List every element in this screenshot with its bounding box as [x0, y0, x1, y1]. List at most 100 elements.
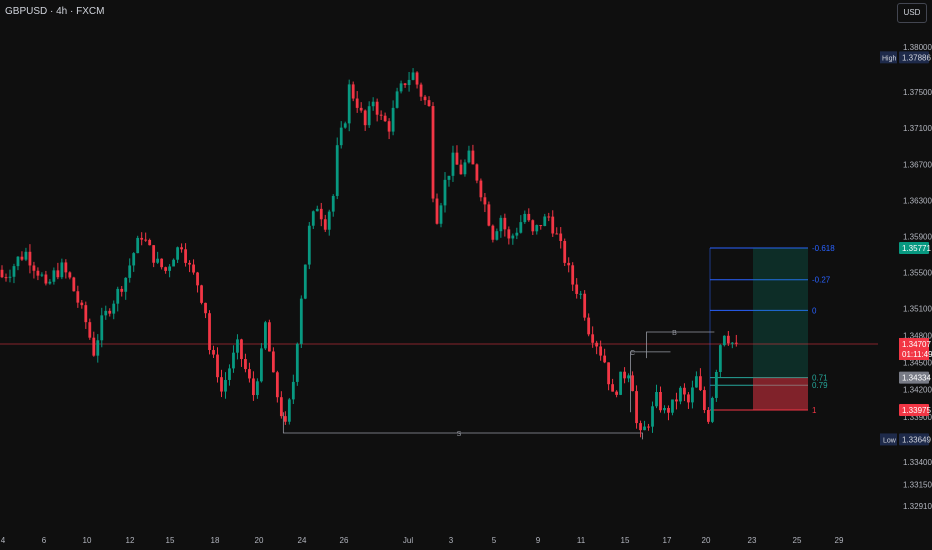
- candle-body: [108, 310, 112, 314]
- candle: [507, 226, 511, 245]
- candle-body: [699, 376, 702, 391]
- candle: [447, 175, 451, 187]
- structure-label: B: [672, 330, 677, 337]
- x-tick-label: 26: [340, 536, 349, 545]
- candle-body: [4, 277, 8, 279]
- candle: [411, 68, 415, 81]
- structure-label: S: [457, 431, 462, 438]
- candle-body: [531, 220, 535, 232]
- candle: [475, 163, 479, 184]
- x-tick-label: 6: [42, 536, 47, 545]
- candle-body: [463, 162, 467, 175]
- candle: [615, 390, 618, 398]
- candle: [140, 232, 144, 246]
- candle: [379, 110, 383, 120]
- target-price-label-bg: [899, 242, 929, 255]
- candle: [691, 380, 694, 409]
- candle: [395, 87, 399, 109]
- candle: [331, 194, 335, 217]
- candle: [722, 335, 726, 347]
- candle-body: [371, 101, 375, 107]
- fib-level-label: -0.618: [812, 244, 835, 253]
- candle: [571, 262, 575, 291]
- candle-body: [144, 239, 148, 241]
- x-tick-label: 17: [663, 536, 672, 545]
- candle: [679, 386, 682, 405]
- candle: [256, 378, 259, 399]
- candle-body: [160, 258, 164, 268]
- candle: [639, 420, 642, 438]
- entry-price-label: 1.34334: [902, 374, 931, 383]
- candle: [375, 98, 379, 122]
- candle: [471, 144, 475, 165]
- candle-body: [48, 281, 52, 284]
- candle-body: [335, 145, 339, 196]
- candle-body: [188, 262, 191, 265]
- candle: [595, 340, 599, 355]
- candle-body: [467, 150, 471, 163]
- candle: [539, 225, 543, 230]
- fib-level-label: 1: [812, 406, 817, 415]
- candle-body: [271, 351, 275, 373]
- candle: [651, 401, 654, 433]
- candle-body: [435, 198, 439, 224]
- x-tick-label: 18: [211, 536, 220, 545]
- fib-level-label: -0.27: [812, 276, 831, 285]
- candle-body: [395, 91, 399, 108]
- candle-body: [535, 225, 539, 232]
- candle: [132, 252, 136, 272]
- candle: [124, 277, 128, 300]
- candle-body: [208, 313, 211, 351]
- stop-price-label: 1.33975: [902, 406, 931, 415]
- candle: [303, 264, 307, 300]
- candle-body: [331, 195, 335, 212]
- candle-body: [367, 106, 371, 126]
- candle-body: [539, 225, 543, 227]
- candle: [559, 227, 563, 249]
- low-tag: Low: [883, 437, 897, 444]
- candle: [172, 258, 176, 267]
- candle-body: [172, 259, 176, 267]
- candle: [343, 121, 347, 129]
- currency-button[interactable]: USD: [897, 3, 927, 23]
- candle: [479, 178, 483, 202]
- candle-body: [295, 343, 299, 382]
- high-value: 1.37886: [902, 53, 931, 62]
- candle-body: [475, 164, 479, 181]
- candle-body: [260, 348, 263, 382]
- candle-body: [180, 247, 183, 250]
- x-tick-label: 20: [255, 536, 264, 545]
- countdown-label: 01:11:49: [902, 350, 932, 359]
- candle: [228, 364, 231, 386]
- y-tick-label: 1.37500: [903, 88, 932, 97]
- candle: [327, 209, 331, 236]
- y-tick-label: 1.34500: [903, 359, 932, 368]
- candle-body: [184, 249, 187, 263]
- candle: [439, 202, 443, 228]
- candle: [128, 258, 132, 283]
- candle: [443, 172, 447, 213]
- y-tick-label: 1.35100: [903, 305, 932, 314]
- candle-body: [595, 342, 599, 347]
- candle: [267, 319, 271, 352]
- y-tick-label: 1.35500: [903, 269, 932, 278]
- candle-body: [579, 293, 583, 295]
- x-tick-label: 23: [748, 536, 757, 545]
- candle: [156, 251, 160, 264]
- candle: [371, 97, 375, 111]
- low-value-bg: [899, 433, 929, 446]
- high-value-bg: [899, 51, 929, 64]
- candle: [403, 82, 407, 88]
- x-tick-label: 10: [83, 536, 92, 545]
- candle-body: [403, 83, 407, 86]
- candle-body: [132, 253, 136, 266]
- candle: [467, 145, 471, 164]
- candle-body: [734, 342, 738, 344]
- x-tick-label: 15: [621, 536, 630, 545]
- candle-body: [32, 265, 36, 271]
- candle: [287, 397, 291, 425]
- x-tick-label: 24: [298, 536, 307, 545]
- candle-body: [607, 362, 611, 385]
- candle: [100, 307, 104, 348]
